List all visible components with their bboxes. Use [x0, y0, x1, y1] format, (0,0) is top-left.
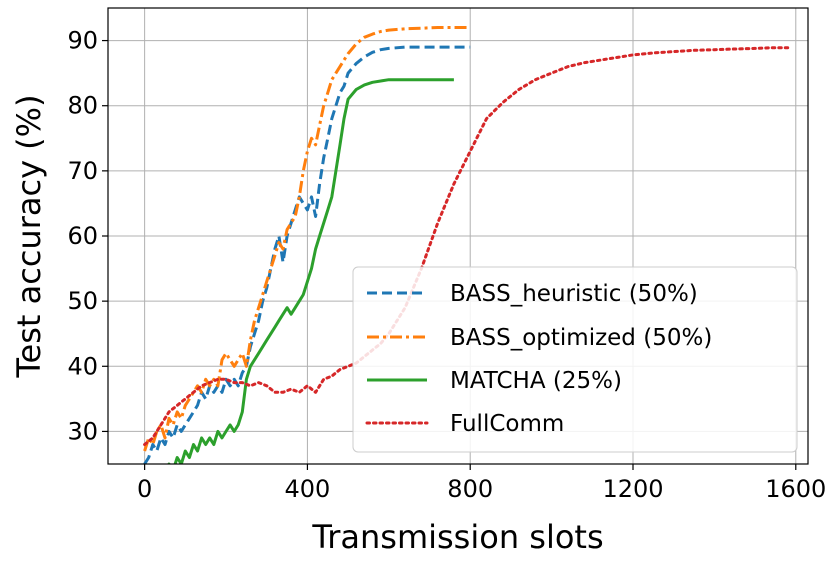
legend: BASS_heuristic (50%) BASS_optimized (50%)… [352, 266, 798, 453]
legend-label-4: FullComm [450, 411, 564, 437]
y-tick-label: 30 [67, 417, 98, 445]
y-tick-label: 40 [67, 352, 98, 380]
x-tick-label: 400 [285, 475, 331, 503]
series-layer [143, 26, 790, 464]
y-axis: 30 40 50 60 70 80 90 [67, 27, 108, 445]
y-axis-label: Test accuracy (%) [10, 94, 48, 378]
x-axis: 0 400 800 1200 1600 [137, 464, 826, 503]
y-tick-label: 50 [67, 287, 98, 315]
y-tick-label: 70 [67, 157, 98, 185]
series-line-3 [167, 78, 454, 464]
x-tick-label: 0 [137, 475, 152, 503]
y-tick-label: 80 [67, 92, 98, 120]
series-line-1 [143, 45, 471, 464]
x-tick-label: 1600 [765, 475, 826, 503]
legend-box [352, 266, 798, 453]
series-line-2 [143, 26, 471, 452]
x-tick-label: 800 [447, 475, 493, 503]
y-tick-label: 90 [67, 27, 98, 55]
legend-label-2: BASS_optimized (50%) [450, 325, 712, 351]
y-tick-label: 60 [67, 222, 98, 250]
x-axis-label: Transmission slots [311, 518, 603, 556]
legend-label-3: MATCHA (25%) [450, 368, 622, 394]
legend-label-1: BASS_heuristic (50%) [450, 281, 698, 307]
x-tick-label: 1200 [602, 475, 663, 503]
